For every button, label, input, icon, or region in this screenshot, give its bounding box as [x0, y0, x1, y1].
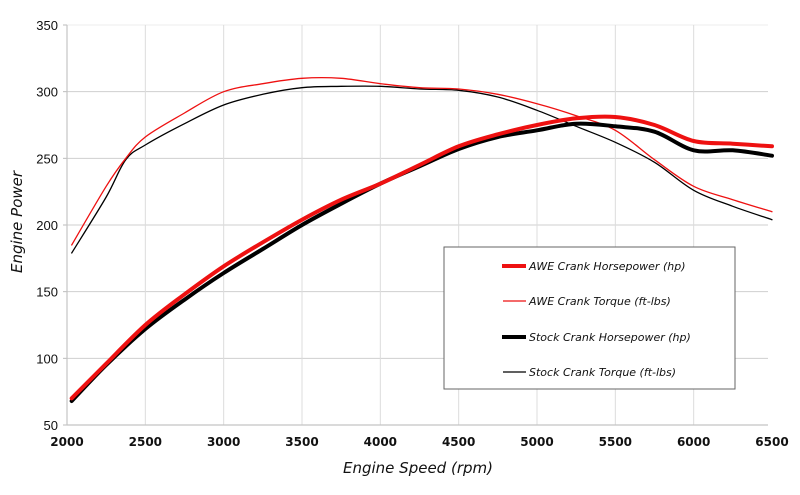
y-axis-title: Engine Power [8, 170, 26, 273]
y-tick-label: 200 [36, 218, 58, 233]
x-tick-label: 5500 [599, 435, 632, 449]
legend-label-awe-torque: AWE Crank Torque (ft-lbs) [528, 295, 671, 308]
x-tick-label: 3000 [207, 435, 240, 449]
legend-label-stock-torque: Stock Crank Torque (ft-lbs) [529, 366, 676, 379]
x-tick-label: 3500 [285, 435, 318, 449]
x-tick-label: 4000 [364, 435, 397, 449]
x-tick-label: 6000 [677, 435, 710, 449]
x-tick-label: 5000 [520, 435, 553, 449]
y-tick-label: 150 [36, 285, 58, 300]
y-tick-label: 100 [36, 351, 58, 366]
x-axis-ticks: 2000 2500 3000 3500 4000 4500 5000 5500 6000 6500 [50, 435, 788, 449]
x-tick-label: 6500 [755, 435, 788, 449]
legend: AWE Crank Horsepower (hp) AWE Crank Torq… [443, 246, 736, 390]
y-tick-label: 300 [36, 85, 58, 100]
y-tick-label: 250 [36, 151, 58, 166]
series-line-stock-crank-torque [71, 85, 773, 254]
series-line-awe-crank-torque [71, 76, 773, 246]
legend-label-awe-hp: AWE Crank Horsepower (hp) [528, 260, 686, 273]
legend-box [443, 246, 736, 390]
series-lines [69, 76, 774, 403]
x-tick-label: 2500 [129, 435, 162, 449]
y-axis-ticks: 50 100 150 200 250 300 350 [36, 18, 58, 433]
legend-label-stock-hp: Stock Crank Horsepower (hp) [529, 331, 691, 344]
series-line-awe-crank-horsepower [69, 114, 774, 401]
x-axis-title: Engine Speed (rpm) [343, 459, 493, 477]
y-tick-label: 50 [44, 418, 58, 433]
x-tick-label: 2000 [50, 435, 83, 449]
y-tick-label: 350 [36, 18, 58, 33]
x-tick-label: 4500 [442, 435, 475, 449]
